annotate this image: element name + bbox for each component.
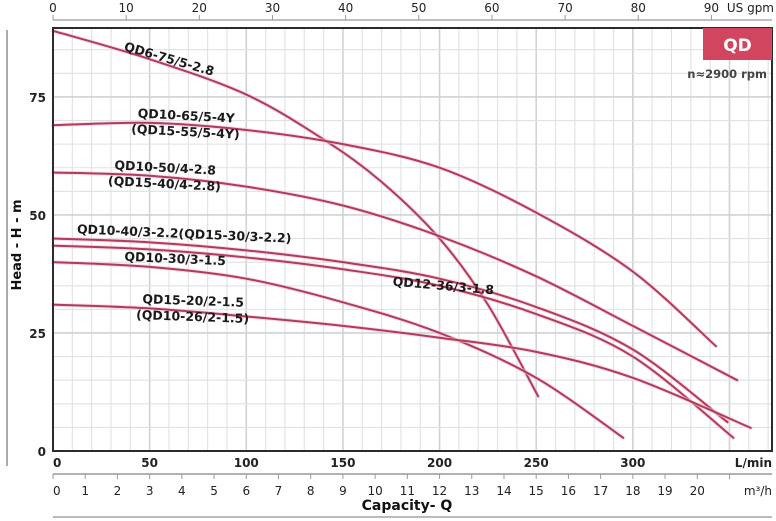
x-tick-label-gpm: 90 (704, 1, 719, 15)
x-tick-label-lmin: 250 (524, 456, 549, 470)
x-unit-lmin: L/min (735, 456, 772, 470)
x-tick-label-m3h: 19 (657, 484, 672, 498)
x-tick-label-lmin: 200 (427, 456, 452, 470)
x-tick-label-m3h: 7 (275, 484, 283, 498)
curves (51, 28, 753, 440)
x-tick-label-m3h: 0 (53, 484, 61, 498)
x-tick-label-gpm: 0 (49, 1, 57, 15)
x-tick-label-m3h: 2 (114, 484, 122, 498)
curve-glow (51, 260, 626, 440)
curve-label-1: QD10-65/5-4Y(QD15-55/5-4Y) (131, 105, 240, 142)
x-tick-label-m3h: 18 (625, 484, 640, 498)
x-tick-label-m3h: 1 (81, 484, 89, 498)
curve-label-text: (QD15-40/4-2.8) (108, 173, 222, 194)
x-tick-label-m3h: 14 (496, 484, 511, 498)
curve-series-3 (52, 237, 729, 424)
curve-label-text: QD15-20/2-1.5 (142, 291, 244, 310)
curve-series-4 (52, 244, 735, 439)
x-tick-label-m3h: 17 (593, 484, 608, 498)
x-tick-label-m3h: 6 (242, 484, 250, 498)
x-tick-label-gpm: 80 (631, 1, 646, 15)
x-tick-label-m3h: 10 (367, 484, 382, 498)
plot-frame (52, 27, 773, 452)
curve-series-0 (52, 29, 540, 398)
badge: QD (703, 28, 772, 60)
curve-label-text: QD12-36/3-1.8 (392, 274, 494, 298)
chart-title: QD (723, 36, 752, 56)
x-tick-label-gpm: 20 (192, 1, 207, 15)
x-tick-label-m3h: 5 (210, 484, 218, 498)
y-tick-label: 0 (38, 445, 46, 459)
x-tick-label-gpm: 60 (484, 1, 499, 15)
x-tick-label-lmin: 0 (53, 456, 61, 470)
x-tick-label-lmin: 100 (234, 456, 259, 470)
curve-label-text: QD10-50/4-2.8 (114, 157, 216, 177)
y-tick-label: 50 (29, 209, 46, 223)
curve-label-text: QD10-30/3-1.5 (124, 249, 226, 268)
x-tick-label-m3h: 15 (529, 484, 544, 498)
x-tick-label-gpm: 40 (338, 1, 353, 15)
curve-label-text: (QD15-55/5-4Y) (131, 121, 240, 142)
x-unit-gpm: US gpm (727, 1, 774, 15)
x-tick-label-lmin: 150 (330, 456, 355, 470)
x-tick-label-m3h: 9 (339, 484, 347, 498)
x-tick-label-m3h: 13 (464, 484, 479, 498)
curve-series-6 (52, 303, 752, 429)
y-tick-label: 75 (29, 91, 46, 105)
curve-series-2 (52, 171, 739, 382)
x-unit-m3h: m³/h (744, 484, 772, 498)
curve-label-text: QD10-65/5-4Y (137, 105, 236, 125)
curve-labels: QD6-75/5-2.8QD10-65/5-4Y(QD15-55/5-4Y)QD… (77, 39, 495, 326)
curve-label-4: QD12-36/3-1.8 (392, 274, 494, 298)
x-tick-label-lmin: 300 (620, 456, 645, 470)
curve-label-5: QD10-30/3-1.5 (124, 249, 226, 268)
x-tick-label-m3h: 11 (400, 484, 415, 498)
y-tick-label: 25 (29, 327, 46, 341)
curve-label-text: (QD10-26/2-1.5) (136, 307, 249, 326)
x-tick-label-gpm: 30 (265, 1, 280, 15)
x-tick-label-m3h: 12 (432, 484, 447, 498)
curve-series-5 (52, 261, 625, 439)
x-tick-label-m3h: 4 (178, 484, 186, 498)
curve-series-1 (52, 121, 717, 348)
grid (53, 28, 772, 451)
x-tick-label-m3h: 8 (307, 484, 315, 498)
x-tick-label-m3h: 16 (561, 484, 576, 498)
x-axis-label: Capacity- Q (362, 498, 453, 514)
x-tick-label-gpm: 70 (557, 1, 572, 15)
x-tick-label-m3h: 3 (146, 484, 154, 498)
x-tick-label-gpm: 10 (119, 1, 134, 15)
curve-label-6: QD15-20/2-1.5(QD10-26/2-1.5) (136, 291, 249, 326)
x-tick-label-gpm: 50 (411, 1, 426, 15)
x-tick-label-lmin: 50 (141, 456, 158, 470)
x-tick-label-m3h: 20 (690, 484, 705, 498)
badge-box (703, 28, 772, 60)
curve-label-2: QD10-50/4-2.8(QD15-40/4-2.8) (108, 157, 222, 194)
chart-subtitle: n≈2900 rpm (687, 67, 767, 81)
y-axis-label: Head - H - m (10, 199, 25, 290)
